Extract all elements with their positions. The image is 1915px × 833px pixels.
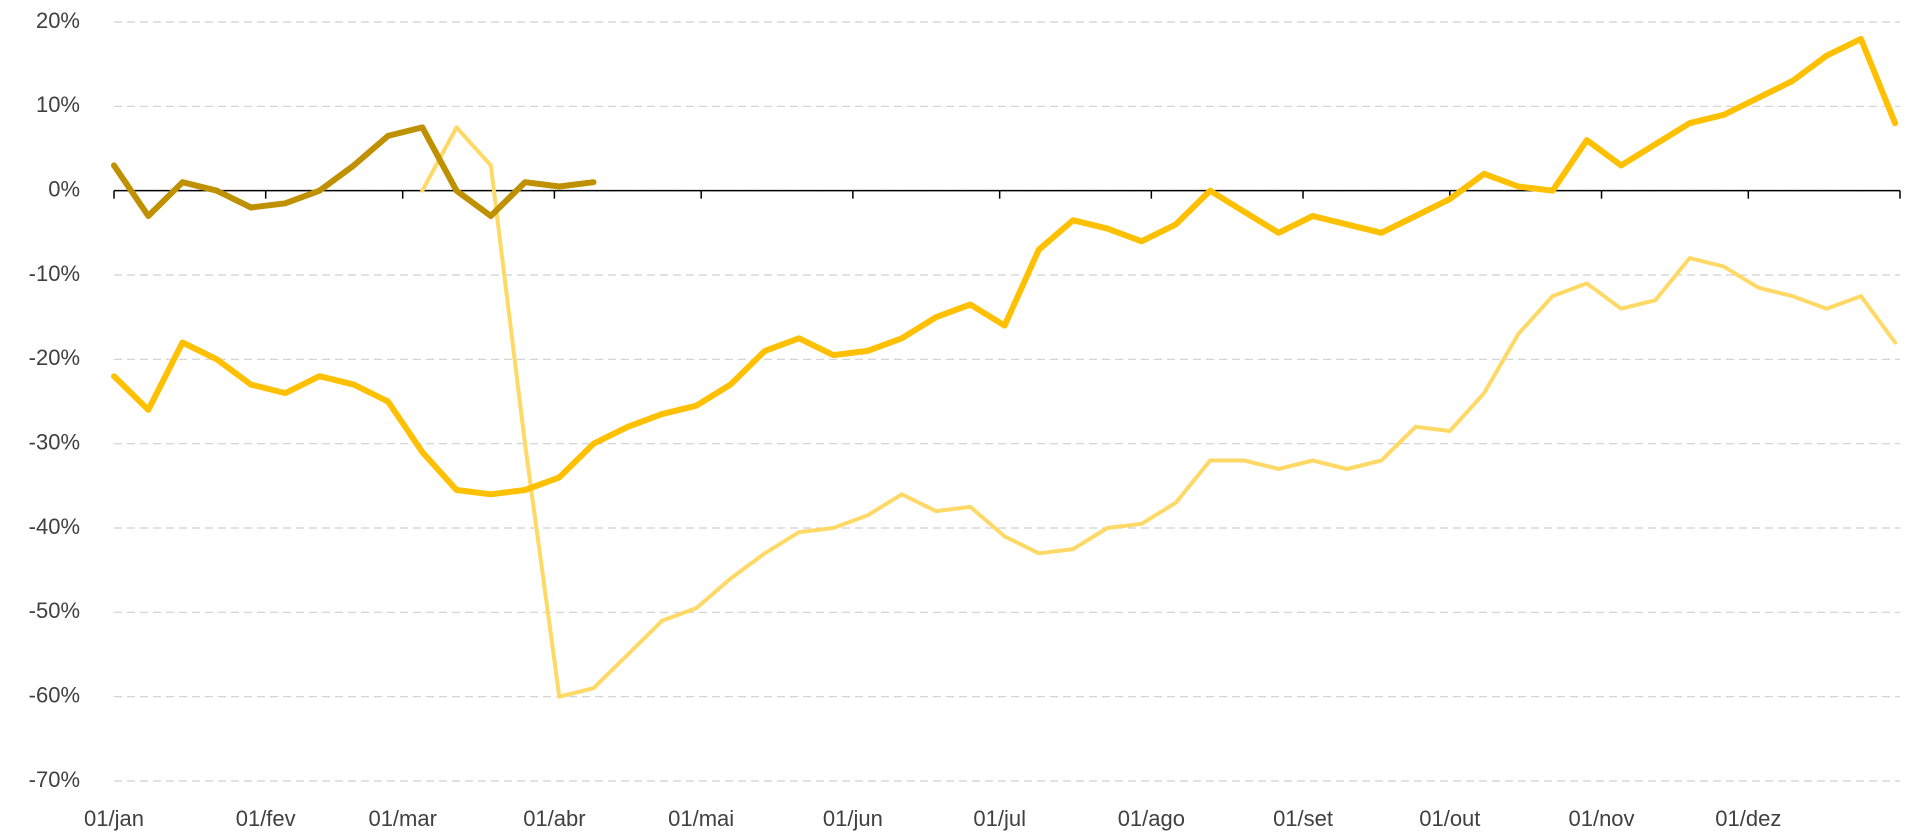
y-tick-label: -10% (29, 261, 80, 286)
y-tick-label: -40% (29, 514, 80, 539)
x-tick-label: 01/out (1419, 806, 1480, 831)
x-tick-label: 01/dez (1715, 806, 1781, 831)
x-tick-label: 01/jun (823, 806, 883, 831)
y-tick-label: -30% (29, 429, 80, 454)
y-tick-label: -60% (29, 682, 80, 707)
x-tick-label: 01/mai (668, 806, 734, 831)
y-tick-label: -20% (29, 345, 80, 370)
x-tick-label: 01/abr (523, 806, 585, 831)
x-tick-label: 01/fev (236, 806, 296, 831)
x-tick-label: 01/set (1273, 806, 1333, 831)
y-tick-label: -70% (29, 767, 80, 792)
x-tick-label: 01/mar (368, 806, 436, 831)
x-tick-label: 01/jul (973, 806, 1026, 831)
y-tick-label: 20% (36, 8, 80, 33)
series-line (420, 125, 1898, 699)
y-tick-label: 0% (48, 176, 80, 201)
x-tick-label: 01/ago (1118, 806, 1185, 831)
y-tick-label: 10% (36, 92, 80, 117)
x-tick-label: 01/jan (84, 806, 144, 831)
series-line (111, 124, 597, 219)
series-line (111, 35, 1899, 498)
y-tick-label: -50% (29, 598, 80, 623)
x-tick-label: 01/nov (1568, 806, 1634, 831)
